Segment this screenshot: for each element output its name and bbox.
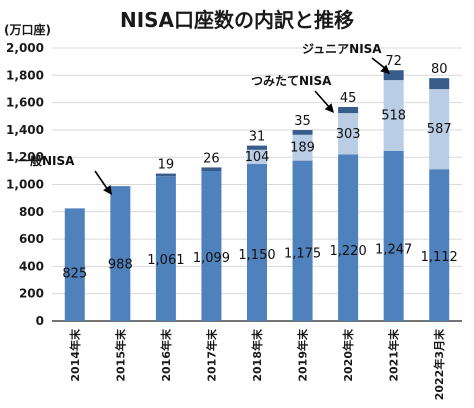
annotation-arrow-line bbox=[371, 57, 387, 70]
series-annotations: 一般NISA つみたてNISA ジュニアNISA bbox=[18, 42, 390, 195]
x-tick-label: 2015年末 bbox=[113, 328, 127, 382]
x-tick-label: 2021年末 bbox=[387, 328, 401, 382]
bar-segment-一般NISA bbox=[383, 150, 404, 321]
data-label: 45 bbox=[340, 91, 357, 106]
data-label: 31 bbox=[249, 130, 266, 145]
annotation-arrow-line bbox=[314, 90, 331, 109]
data-label: 26 bbox=[203, 151, 220, 166]
x-tick-label: 2014年末 bbox=[68, 328, 82, 382]
y-tick-label: 1,000 bbox=[6, 178, 44, 192]
bar-segment-ジュニアNISA bbox=[155, 173, 176, 177]
annotation-arrow-head bbox=[103, 185, 112, 195]
y-tick-label: 400 bbox=[19, 259, 44, 273]
annotation-arrow-head bbox=[324, 103, 334, 113]
annotation-label: つみたてNISA bbox=[251, 74, 332, 88]
bar-segment-つみたてNISA bbox=[338, 113, 359, 155]
data-label: 19 bbox=[158, 158, 175, 173]
data-label: 189 bbox=[290, 141, 315, 156]
data-label: 587 bbox=[427, 122, 452, 137]
x-tick-label: 2017年末 bbox=[204, 328, 218, 382]
chart-title: NISA口座数の内訳と推移 bbox=[120, 8, 354, 32]
x-tick-label: 2022年3月末 bbox=[432, 328, 446, 400]
data-label: 35 bbox=[294, 114, 311, 129]
data-label: 104 bbox=[245, 150, 270, 165]
y-tick-label: 2,000 bbox=[6, 41, 44, 55]
bar-segment-ジュニアNISA bbox=[429, 78, 450, 90]
y-tick-label: 0 bbox=[36, 314, 44, 328]
data-label: 988 bbox=[108, 257, 133, 272]
data-label: 1,061 bbox=[147, 253, 184, 268]
data-label: 1,175 bbox=[284, 247, 321, 262]
bar-segment-一般NISA bbox=[201, 170, 222, 321]
annotation-label: 一般NISA bbox=[18, 153, 75, 168]
data-label: 303 bbox=[336, 127, 361, 142]
bar-segment-ジュニアNISA bbox=[201, 167, 222, 171]
annotation-label: ジュニアNISA bbox=[302, 42, 382, 56]
data-label: 1,099 bbox=[193, 251, 230, 266]
bar-segment-つみたてNISA bbox=[247, 149, 267, 165]
bar-segment-一般NISA bbox=[155, 176, 176, 321]
x-tick-labels: 2014年末 2015年末 2016年末 2017年末 2018年末 2019年末 2020… bbox=[68, 328, 446, 400]
annotation-arrow-head bbox=[380, 64, 390, 74]
data-label: 825 bbox=[62, 267, 87, 282]
y-tick-labels: 0 200 400 600 800 1,000 1,200 1,400 1,600 1,800 2,… bbox=[6, 41, 44, 328]
bar-segment-ジュニアNISA bbox=[292, 130, 313, 135]
bar-segment-一般NISA bbox=[429, 169, 450, 321]
bar-segment-つみたてNISA bbox=[383, 80, 404, 151]
data-label: 1,112 bbox=[421, 250, 458, 265]
data-label: 1,150 bbox=[238, 248, 275, 263]
bar-segment-一般NISA bbox=[110, 186, 131, 321]
bar-segment-一般NISA bbox=[338, 154, 359, 321]
y-tick-label: 1,200 bbox=[6, 150, 44, 164]
bar-segment-ジュニアNISA bbox=[247, 145, 267, 150]
bar-segment-一般NISA bbox=[64, 208, 85, 321]
bar-segment-一般NISA bbox=[247, 164, 267, 321]
y-tick-label: 200 bbox=[19, 287, 44, 301]
y-tick-label: 1,800 bbox=[6, 68, 44, 82]
y-tick-label: 800 bbox=[19, 205, 44, 219]
bar-segment-一般NISA bbox=[292, 160, 313, 321]
data-label: 80 bbox=[431, 62, 448, 77]
data-label: 1,247 bbox=[375, 243, 412, 258]
bar-segment-ジュニアNISA bbox=[338, 106, 359, 114]
y-tick-label: 1,600 bbox=[6, 96, 44, 110]
bar-segment-ジュニアNISA bbox=[383, 70, 404, 81]
x-tick-label: 2019年末 bbox=[296, 328, 310, 382]
y-axis-unit: (万口座) bbox=[4, 22, 51, 37]
bar-segment-つみたてNISA bbox=[292, 134, 313, 161]
y-tick-label: 1,400 bbox=[6, 123, 44, 137]
y-tick-label: 600 bbox=[19, 232, 44, 246]
bar-segment-つみたてNISA bbox=[429, 89, 450, 170]
x-tick-label: 2020年末 bbox=[341, 328, 355, 382]
data-label: 72 bbox=[385, 54, 402, 69]
x-tick-label: 2016年末 bbox=[159, 328, 173, 382]
x-tick-label: 2018年末 bbox=[250, 328, 264, 382]
data-label: 518 bbox=[381, 108, 406, 123]
annotation-arrow-line bbox=[94, 170, 109, 191]
bars: 825 988 1,061 19 1,099 26 1,150 104 31 1,175 189 35… bbox=[62, 54, 458, 321]
data-label: 1,220 bbox=[330, 244, 367, 259]
